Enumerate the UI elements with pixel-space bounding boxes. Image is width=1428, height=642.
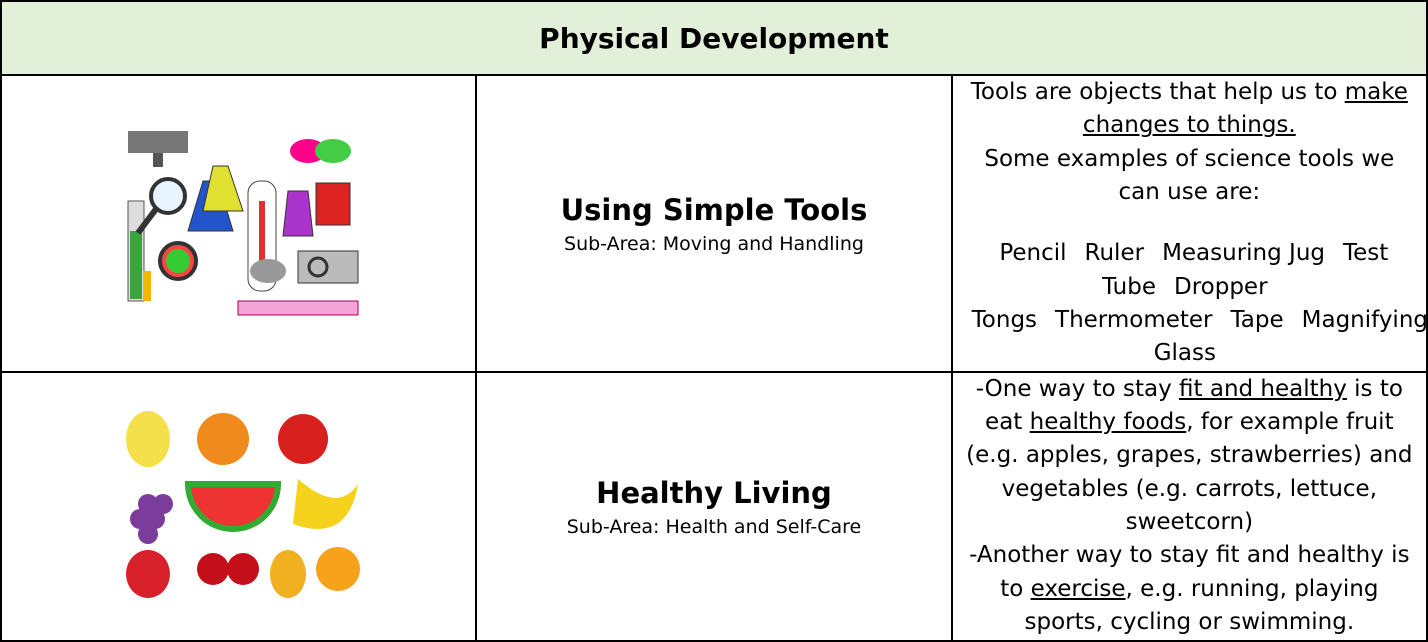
underlined-text: make changes to things. xyxy=(1082,79,1408,139)
tool-line: Pencil Ruler Measuring Jug Test Tube Dropper xyxy=(963,237,1416,304)
paragraph: Tools are objects that help us to make c… xyxy=(963,76,1416,143)
paragraph: Some examples of science tools we can us… xyxy=(963,143,1416,210)
text: -One way to stay xyxy=(975,375,1180,402)
tool-name: Test Tube xyxy=(1102,240,1389,300)
image-cell xyxy=(0,370,478,642)
topic-cell: Healthy Living Sub-Area: Health and Self… xyxy=(475,370,953,642)
underlined-text: healthy foods xyxy=(1029,409,1187,436)
text: is to eat xyxy=(985,375,1403,436)
header-title: Physical Development xyxy=(539,21,889,55)
tool-line: Tongs Thermometer Tape Magnifying Glass xyxy=(963,304,1428,371)
tool-name: Thermometer xyxy=(1055,307,1213,334)
tool-name: Ruler xyxy=(1084,240,1145,267)
text: Some examples of science tools we can us… xyxy=(984,145,1395,206)
tool-name: Tape xyxy=(1230,307,1284,334)
sub-area: Sub-Area: Moving and Handling xyxy=(564,233,864,256)
tool-name: Measuring Jug xyxy=(1162,240,1326,267)
underlined-text: exercise xyxy=(1030,575,1126,602)
underlined-text: fit and healthy xyxy=(1179,375,1347,402)
description-cell: -One way to stay fit and healthy is to e… xyxy=(950,370,1428,642)
paragraph: -One way to stay fit and healthy is to e… xyxy=(963,373,1416,540)
tools-illustration xyxy=(127,131,359,316)
fruit-illustration xyxy=(125,411,360,599)
header: Physical Development xyxy=(0,0,1428,76)
description-cell: Tools are objects that help us to make c… xyxy=(950,74,1428,373)
topic-title: Healthy Living xyxy=(596,475,832,510)
tool-name: Magnifying Glass xyxy=(1153,307,1428,367)
topic-title: Using Simple Tools xyxy=(560,193,868,228)
tool-list: Pencil Ruler Measuring Jug Test Tube Dropper… xyxy=(963,237,1428,371)
paragraph: -Another way to stay fit and healthy is … xyxy=(963,539,1416,639)
text: Tools are objects that help us to xyxy=(970,79,1345,105)
image-cell xyxy=(0,74,478,373)
tool-name: Tongs xyxy=(971,307,1038,334)
topic-cell: Using Simple Tools Sub-Area: Moving and … xyxy=(475,74,953,373)
tool-name: Pencil xyxy=(999,240,1067,267)
tool-name: Dropper xyxy=(1174,273,1268,300)
sub-area: Sub-Area: Health and Self-Care xyxy=(566,515,862,538)
